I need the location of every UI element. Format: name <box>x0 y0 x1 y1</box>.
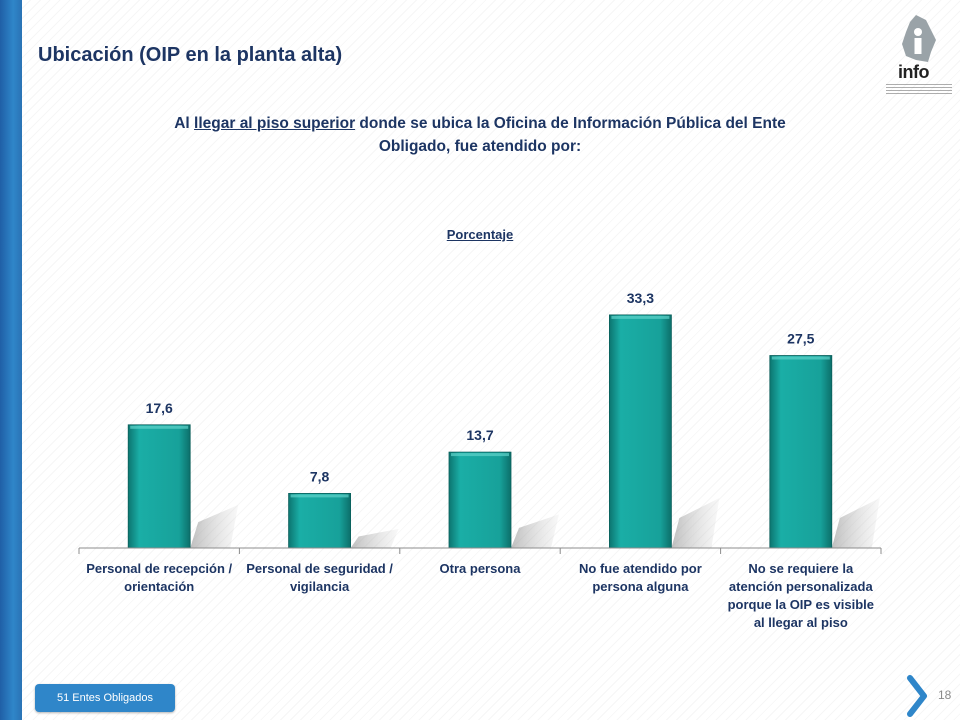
question-underlined: llegar al piso superior <box>194 115 356 132</box>
bar-value-label: 33,3 <box>627 290 654 306</box>
bar-shadow <box>190 504 239 548</box>
bar-value-label: 13,7 <box>466 427 493 443</box>
question-part-1: Al <box>174 115 195 132</box>
logo-text: info <box>898 62 930 82</box>
chevron-right-icon[interactable] <box>904 674 932 718</box>
bar-highlight <box>611 315 670 319</box>
bar-value-label: 7,8 <box>310 468 330 484</box>
bar-highlight <box>771 356 830 360</box>
category-label: No se requiere la atención personalizada… <box>727 561 875 630</box>
page-title: Ubicación (OIP en la planta alta) <box>38 44 343 66</box>
bar <box>288 492 352 549</box>
bar-value-label: 27,5 <box>787 331 814 347</box>
page-number: 18 <box>938 688 952 702</box>
bar <box>448 451 512 549</box>
bar-value-label: 17,6 <box>146 400 173 416</box>
bar <box>127 424 191 549</box>
bar-highlight <box>451 453 509 457</box>
bar-highlight <box>130 425 189 429</box>
info-logo-icon <box>902 15 936 62</box>
category-label: Personal de recepción / orientación <box>86 561 233 594</box>
bar-shadow <box>511 514 559 548</box>
left-accent-bar <box>0 0 22 720</box>
bar <box>609 314 672 549</box>
bar-shadow <box>831 498 880 548</box>
bar-shadow <box>350 528 399 548</box>
survey-question: Al llegar al piso superior donde se ubic… <box>140 112 820 158</box>
category-label: Otra persona <box>439 561 521 576</box>
bar <box>769 355 833 549</box>
entities-badge: 51 Entes Obligados <box>35 684 175 712</box>
question-part-2: donde se ubica la Oficina de Información… <box>355 115 786 155</box>
category-label: Personal de seguridad / vigilancia <box>246 561 393 594</box>
chart-subtitle: Porcentaje <box>446 227 514 242</box>
bar-highlight <box>290 494 349 498</box>
category-label: No fue atendido por persona alguna <box>579 561 702 594</box>
bar-shadow <box>671 498 720 548</box>
logo-subtitle-lines <box>886 84 952 96</box>
